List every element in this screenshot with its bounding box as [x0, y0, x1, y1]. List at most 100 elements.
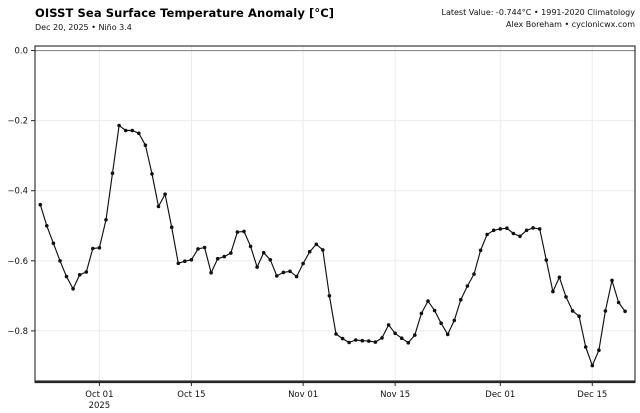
data-point	[169, 225, 174, 229]
data-point	[84, 270, 89, 274]
data-point	[557, 275, 562, 280]
data-point	[150, 172, 154, 176]
data-point	[215, 256, 220, 261]
x-tick-label: Dec 15	[577, 390, 607, 400]
data-point	[544, 258, 549, 262]
y-tick-label: −0.2	[7, 117, 28, 127]
data-point	[327, 294, 332, 298]
data-point	[610, 278, 614, 283]
data-point	[577, 314, 581, 319]
data-point	[491, 228, 496, 233]
x-tick-label: Oct 01	[85, 390, 113, 400]
data-point	[38, 202, 43, 207]
data-point	[583, 345, 588, 349]
data-point	[288, 269, 292, 274]
data-point	[531, 226, 535, 230]
header-right-notes: Latest Value: -0.744°C • 1991-2020 Clima…	[442, 7, 636, 31]
x-tick-label: Nov 15	[380, 390, 410, 400]
data-point	[340, 336, 345, 341]
data-point	[183, 259, 187, 264]
x-tick-label: Oct 15	[177, 390, 205, 400]
data-point	[623, 309, 627, 314]
x-tick-sublabel: 2025	[89, 401, 111, 411]
data-point	[551, 289, 555, 294]
data-point	[590, 363, 595, 368]
data-point	[360, 338, 365, 343]
data-point	[334, 332, 338, 336]
data-point	[242, 229, 246, 234]
data-point	[426, 299, 430, 303]
data-point	[104, 218, 108, 222]
data-point	[281, 270, 286, 275]
data-point	[353, 338, 358, 342]
data-point	[518, 234, 522, 239]
data-point	[209, 270, 213, 275]
data-point	[58, 259, 62, 263]
data-point	[616, 300, 621, 305]
x-tick-label: Dec 01	[485, 390, 515, 400]
data-point	[229, 251, 233, 255]
data-point	[137, 131, 141, 136]
latest-value-note: Latest Value: -0.744°C • 1991-2020 Clima…	[441, 8, 636, 17]
data-point	[255, 265, 259, 269]
data-point	[459, 297, 463, 302]
data-point	[498, 227, 503, 231]
data-point	[393, 331, 397, 336]
y-tick-label: 0.0	[14, 47, 28, 57]
anomaly-line	[39, 124, 626, 367]
data-point	[64, 274, 69, 279]
data-point	[77, 273, 82, 277]
data-point	[373, 340, 378, 344]
data-point	[386, 323, 391, 327]
credit-note: Alex Boreham • cyclonicwx.com	[506, 20, 635, 29]
data-point	[130, 128, 135, 133]
data-point	[261, 250, 266, 255]
data-point	[347, 340, 351, 345]
data-point	[275, 274, 279, 278]
data-point	[406, 341, 411, 345]
data-point	[472, 272, 476, 276]
data-point	[445, 332, 450, 337]
data-point	[413, 333, 417, 337]
data-point	[321, 248, 325, 252]
y-tick-label: −0.8	[7, 327, 28, 337]
y-tick-label: −0.6	[7, 257, 28, 267]
data-point	[485, 232, 489, 237]
y-tick-label: −0.4	[7, 187, 28, 197]
data-point	[189, 258, 194, 262]
data-point	[235, 230, 240, 234]
data-point	[91, 246, 95, 251]
chart-title: OISST Sea Surface Temperature Anomaly [°…	[35, 6, 335, 20]
data-point	[51, 241, 56, 246]
data-point	[294, 274, 299, 279]
data-point	[452, 318, 457, 323]
data-point	[603, 309, 608, 313]
data-point	[564, 295, 568, 299]
data-point	[570, 309, 575, 313]
data-point	[248, 244, 253, 249]
data-point	[367, 339, 371, 343]
data-point	[123, 128, 128, 133]
data-point	[465, 284, 470, 288]
data-point	[439, 321, 443, 326]
data-point	[268, 258, 273, 262]
data-point	[301, 261, 305, 266]
chart-subtitle: Dec 20, 2025 • Niño 3.4	[35, 23, 132, 32]
data-point	[537, 227, 542, 231]
data-point	[419, 311, 424, 316]
data-point	[524, 228, 529, 233]
data-point	[196, 247, 200, 251]
data-point	[222, 254, 227, 259]
data-point	[307, 249, 312, 254]
data-point	[478, 248, 483, 253]
data-point	[71, 287, 75, 291]
data-point	[163, 192, 167, 196]
data-point	[45, 224, 49, 228]
data-point	[156, 204, 161, 209]
data-point	[511, 231, 516, 236]
data-point	[110, 171, 115, 175]
data-point	[97, 246, 102, 250]
data-point	[202, 245, 207, 250]
data-point	[176, 261, 181, 266]
